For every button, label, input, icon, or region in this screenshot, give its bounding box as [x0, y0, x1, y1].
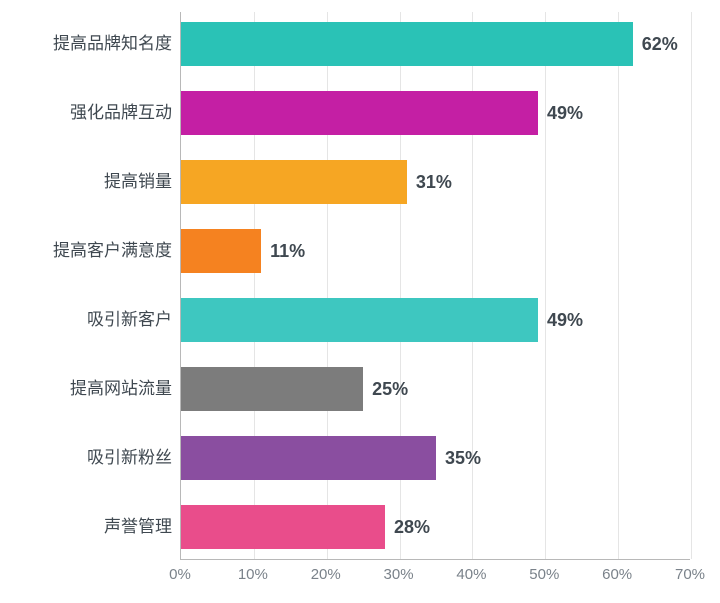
bar	[181, 22, 633, 66]
x-tick-label: 40%	[451, 566, 491, 583]
x-tick-label: 50%	[524, 566, 564, 583]
bar	[181, 436, 436, 480]
x-tick-label: 60%	[597, 566, 637, 583]
value-label: 49%	[547, 91, 583, 135]
bar-row	[181, 298, 690, 342]
bar-row	[181, 91, 690, 135]
x-tick-label: 70%	[670, 566, 710, 583]
bar	[181, 160, 407, 204]
grid-line	[691, 12, 692, 559]
plot-area	[180, 12, 690, 560]
category-label: 强化品牌互动	[2, 91, 172, 135]
value-label: 25%	[372, 367, 408, 411]
x-tick-label: 30%	[379, 566, 419, 583]
horizontal-bar-chart: 0% 10% 20% 30% 40% 50% 60% 70% 提高品牌知名度 62% 强化品牌互动 4…	[0, 0, 720, 603]
value-label: 35%	[445, 436, 481, 480]
category-label: 提高品牌知名度	[2, 22, 172, 66]
value-label: 49%	[547, 298, 583, 342]
x-tick-label: 0%	[160, 566, 200, 583]
bar-row	[181, 229, 690, 273]
category-label: 吸引新客户	[2, 298, 172, 342]
category-label: 提高网站流量	[2, 367, 172, 411]
bar	[181, 505, 385, 549]
value-label: 28%	[394, 505, 430, 549]
bar-row	[181, 436, 690, 480]
category-label: 提高客户满意度	[2, 229, 172, 273]
bar	[181, 367, 363, 411]
category-label: 吸引新粉丝	[2, 436, 172, 480]
bar-row	[181, 367, 690, 411]
bar	[181, 229, 261, 273]
category-label: 提高销量	[2, 160, 172, 204]
category-label: 声誉管理	[2, 505, 172, 549]
x-tick-label: 10%	[233, 566, 273, 583]
x-tick-label: 20%	[306, 566, 346, 583]
value-label: 62%	[642, 22, 678, 66]
bar-row	[181, 22, 690, 66]
bar	[181, 91, 538, 135]
bar	[181, 298, 538, 342]
value-label: 11%	[270, 229, 305, 273]
bar-row	[181, 505, 690, 549]
value-label: 31%	[416, 160, 452, 204]
